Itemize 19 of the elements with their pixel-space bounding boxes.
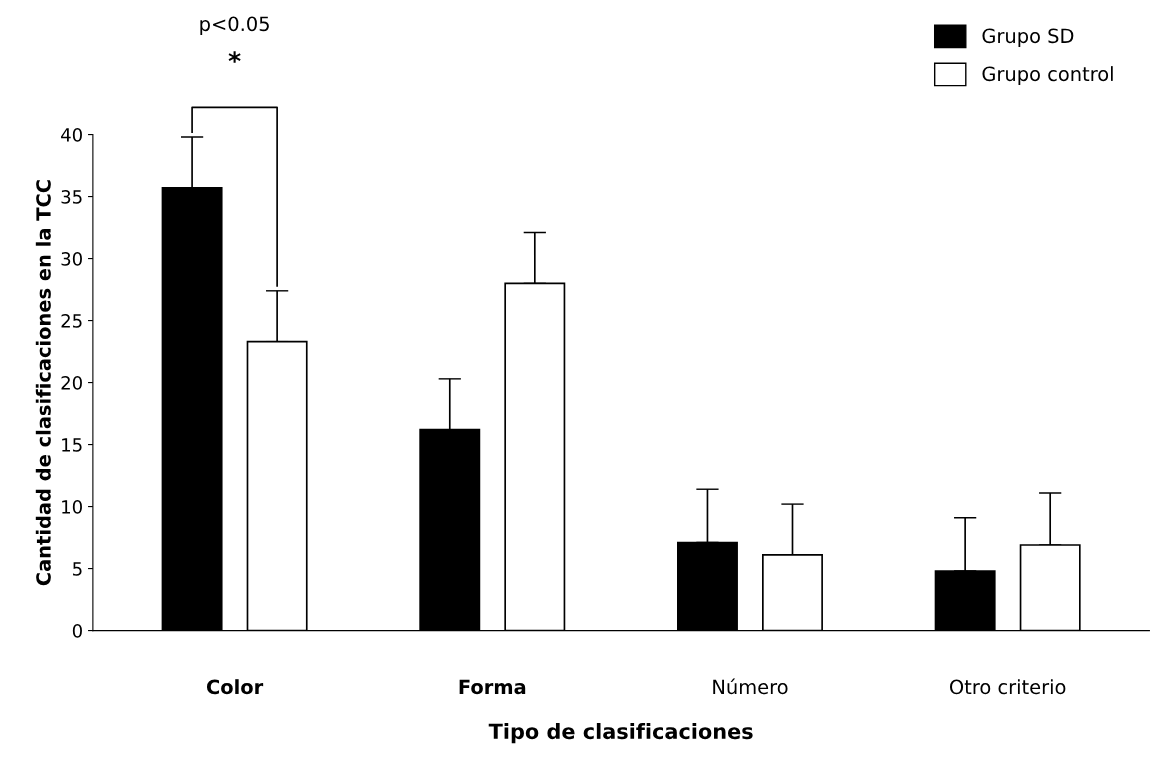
legend-label: Grupo SD (982, 28, 1074, 47)
y-tick-label: 40 (61, 128, 82, 142)
y-axis-title: Cantidad de clasificaciones en la TCC (35, 180, 51, 586)
x-tick-label: Forma (459, 679, 526, 695)
y-tick-label: 20 (61, 376, 82, 390)
y-tick-label: 25 (61, 314, 82, 328)
y-tick-label: 15 (62, 438, 82, 452)
legend-label: Grupo control (982, 66, 1113, 85)
x-tick-label: Otro criterio (949, 679, 1066, 695)
y-tick-label: 5 (73, 562, 82, 576)
x-tick-label: Color (206, 679, 264, 695)
x-tick-label: Número (713, 678, 788, 695)
text: p<0.05 (200, 16, 269, 35)
y-tick-label: 35 (61, 190, 82, 204)
y-tick-label: 0 (72, 624, 82, 638)
y-tick-label: 10 (62, 500, 82, 514)
x-axis-title: Tipo de clasificaciones (488, 723, 753, 744)
y-tick-label: 30 (61, 252, 82, 266)
text: * (228, 51, 241, 63)
